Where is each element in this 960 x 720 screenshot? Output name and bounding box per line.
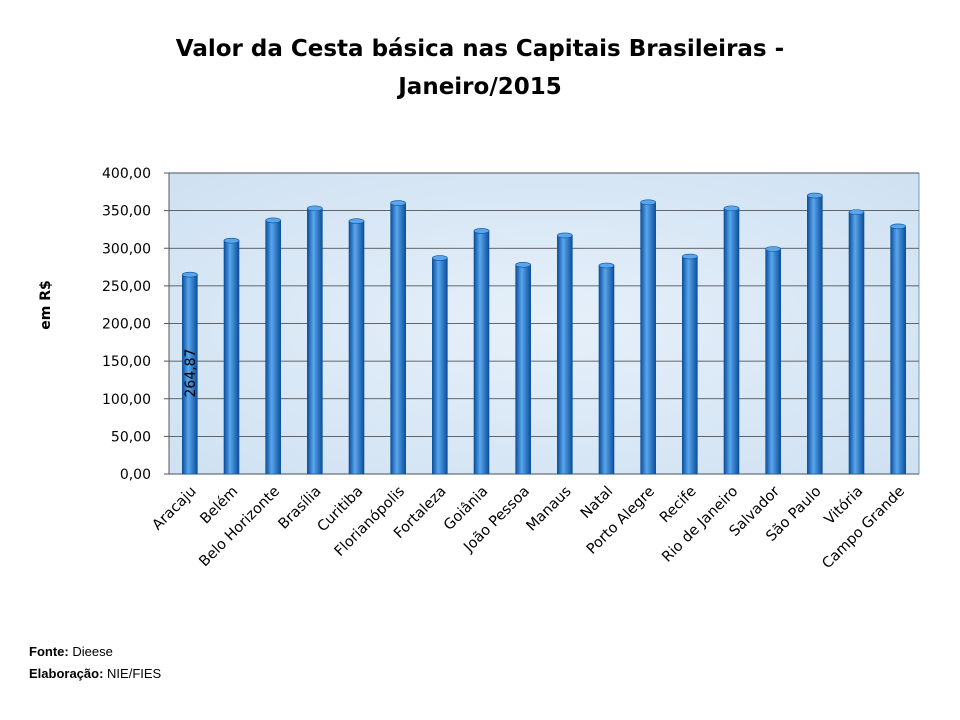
bar-body xyxy=(723,208,740,475)
bar-cap xyxy=(807,192,823,199)
bar-cap xyxy=(390,200,406,206)
bar-vitória xyxy=(848,209,865,475)
y-tick-label: 250,00 xyxy=(102,279,151,295)
y-tick-label: 150,00 xyxy=(102,354,151,370)
x-tick-label: Belo Horizonte xyxy=(196,483,283,570)
bar-cap xyxy=(223,237,240,244)
bar-body xyxy=(223,240,240,475)
credit-line: Elaboração: NIE/FIES xyxy=(29,663,161,685)
bar-body xyxy=(848,211,865,475)
credit-value: NIE/FIES xyxy=(103,666,162,681)
bar-belo-horizonte xyxy=(265,217,281,475)
bar-body xyxy=(307,208,323,475)
bar-cap xyxy=(473,228,490,234)
bar-cap xyxy=(307,205,323,212)
source-line: Fonte: Dieese xyxy=(29,641,161,663)
bar-cap xyxy=(765,246,781,252)
y-tick-label: 100,00 xyxy=(102,392,151,408)
y-tick-label: 0,00 xyxy=(120,467,151,483)
chart-title-line-2: Janeiro/2015 xyxy=(398,74,562,100)
credit-label: Elaboração: xyxy=(29,666,104,681)
bar-natal xyxy=(598,262,615,475)
y-tick-label: 50,00 xyxy=(111,429,151,445)
bar-brasília xyxy=(307,205,323,475)
bar-body xyxy=(765,248,781,475)
bar-body xyxy=(473,230,490,475)
bar-rio-de-janeiro xyxy=(723,205,740,475)
chart-title: Valor da Cesta básica nas Capitais Brasi… xyxy=(120,30,840,106)
bar-cap xyxy=(432,255,448,261)
bar-body xyxy=(265,220,281,475)
bar-cap xyxy=(265,217,281,224)
x-tick-label: Aracaju xyxy=(150,484,200,534)
bar-cap xyxy=(682,253,698,260)
bar-curitiba xyxy=(348,218,365,475)
y-tick-label: 200,00 xyxy=(102,317,151,333)
y-tick-label: 400,00 xyxy=(102,166,151,182)
bar-cap xyxy=(640,199,656,206)
source-value: Dieese xyxy=(68,644,113,659)
bar-são-paulo xyxy=(807,192,823,475)
bar-cap xyxy=(515,262,531,268)
bar-belém xyxy=(223,237,240,475)
bar-cap xyxy=(557,232,573,239)
bar-body xyxy=(682,256,698,475)
bar-cap xyxy=(848,209,865,215)
bar-florianópolis xyxy=(390,200,406,475)
bar-manaus xyxy=(557,232,573,475)
bar-recife xyxy=(682,253,698,475)
bar-body xyxy=(432,257,448,475)
data-label: 264,87 xyxy=(183,349,199,398)
bar-body xyxy=(515,264,531,475)
x-tick-label: Natal xyxy=(578,484,616,522)
bar-fortaleza xyxy=(432,255,448,475)
bar-body xyxy=(807,195,823,475)
bar-cap xyxy=(598,262,615,269)
bar-body xyxy=(598,265,615,475)
bar-body xyxy=(640,202,656,475)
x-tick-label: Rio de Janeiro xyxy=(659,483,741,565)
bar-aracaju xyxy=(182,271,198,475)
bar-body xyxy=(348,220,365,475)
y-tick-label: 300,00 xyxy=(102,241,151,257)
bar-joão-pessoa xyxy=(515,262,531,475)
bar-goiânia xyxy=(473,228,490,475)
bar-campo-grande xyxy=(890,223,906,475)
bar-cap xyxy=(890,223,906,230)
bar-body xyxy=(557,235,573,475)
bar-porto-alegre xyxy=(640,199,656,475)
y-tick-label: 350,00 xyxy=(102,204,151,220)
x-tick-label: Manaus xyxy=(524,484,575,535)
chart-title-line-1: Valor da Cesta básica nas Capitais Brasi… xyxy=(175,36,785,62)
footer: Fonte: Dieese Elaboração: NIE/FIES xyxy=(29,641,161,685)
bar-body xyxy=(890,226,906,475)
y-axis-label: em R$ xyxy=(38,280,54,329)
source-label: Fonte: xyxy=(29,644,69,659)
bar-cap xyxy=(348,218,365,224)
bar-cap xyxy=(182,271,198,278)
bar-body xyxy=(390,202,406,475)
bar-cap xyxy=(723,205,740,212)
bar-salvador xyxy=(765,246,781,475)
